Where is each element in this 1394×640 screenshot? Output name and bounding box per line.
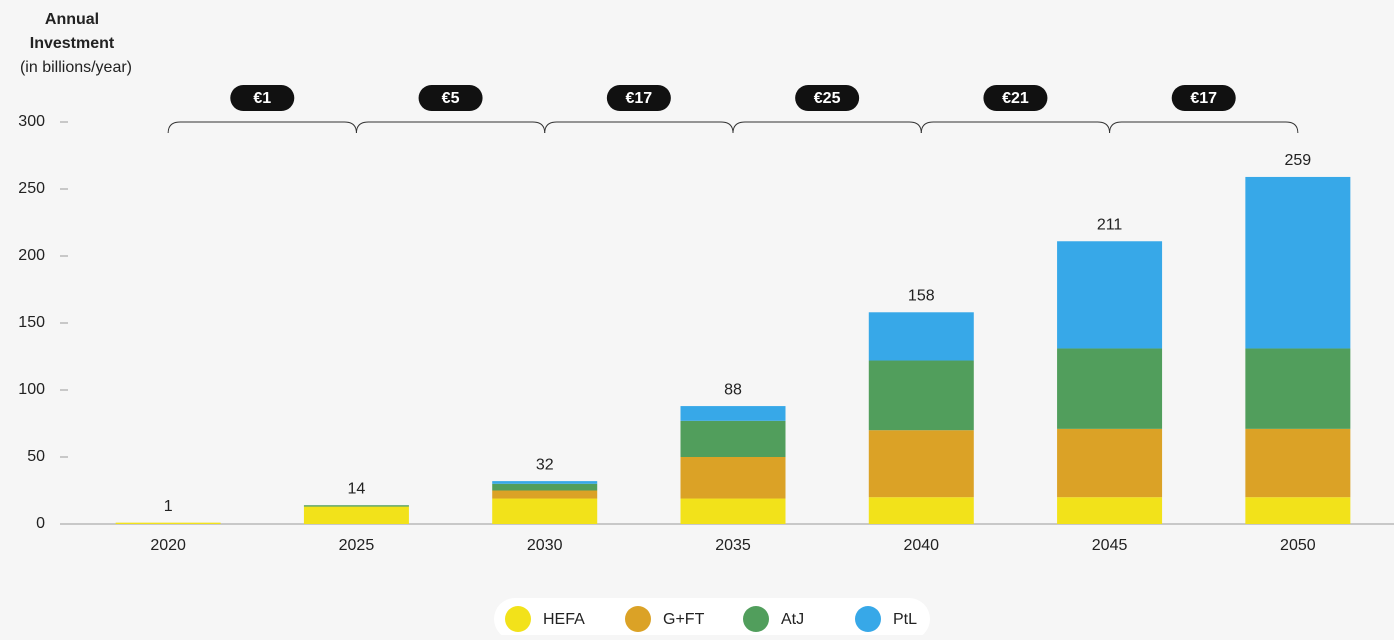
bar-segment [492,481,598,484]
period-pill [418,85,483,111]
brace [732,121,922,134]
legend-swatch [743,606,769,632]
legend-swatch [505,606,531,632]
brace [920,121,1111,134]
y-tick-label: 200 [18,247,45,264]
period-label: €25 [814,90,841,107]
legend-swatch [855,606,881,632]
period-pill [606,85,671,111]
x-tick-label: 2050 [1280,537,1316,554]
y-axis-title: Investment [30,35,115,52]
legend-label: HEFA [543,611,585,628]
total-label: 14 [348,480,366,497]
y-tick-label: 50 [27,448,45,465]
brace [355,121,546,134]
x-tick-label: 2045 [1092,537,1128,554]
total-label: 211 [1097,216,1123,233]
x-tick-label: 2040 [903,537,939,554]
x-tick-label: 2020 [150,537,186,554]
total-label: 259 [1285,152,1312,169]
legend-swatch [625,606,651,632]
bar-segment [680,420,786,457]
brace [1109,121,1299,134]
bar-segment [680,457,786,499]
legend-label: AtJ [781,611,804,628]
total-label: 88 [724,381,742,398]
y-tick-label: 250 [18,180,45,197]
period-label: €17 [626,90,653,107]
x-tick-label: 2035 [715,537,751,554]
period-pill [983,85,1048,111]
bar-segment [868,497,974,524]
bar-segment [115,522,221,524]
bar-segment [1057,428,1163,498]
y-tick-label: 150 [18,314,45,331]
bar-segment [680,406,786,421]
total-label: 1 [164,498,173,515]
bar-segment [492,483,598,491]
bar-segment [492,490,598,499]
bar-segment [1057,348,1163,429]
x-tick-label: 2030 [527,537,563,554]
y-tick-label: 300 [18,113,45,130]
legend-label: G+FT [663,611,705,628]
y-tick-label: 100 [18,381,45,398]
total-label: 32 [536,456,554,473]
bar-segment [303,506,409,524]
period-label: €17 [1190,90,1217,107]
bar-segment [680,498,786,524]
bar-segment [868,312,974,361]
bar-segment [1245,428,1351,498]
bar-segment [1245,497,1351,524]
period-pill [230,85,295,111]
period-pill [1171,85,1236,111]
period-label: €21 [1002,90,1029,107]
legend-box [494,598,930,640]
bar-segment [1057,241,1163,349]
y-tick-label: 0 [36,515,45,532]
bar-segment [1057,497,1163,524]
bar-segment [1245,176,1351,349]
bar-segment [868,360,974,431]
x-tick-label: 2025 [339,537,375,554]
period-label: €1 [253,90,271,107]
legend-label: PtL [893,611,917,628]
bar-segment [1245,348,1351,429]
y-axis-title: Annual [45,11,99,28]
y-axis-subtitle: (in billions/year) [20,59,132,76]
total-label: 158 [908,287,935,304]
period-pill [795,85,860,111]
bar-segment [868,430,974,498]
brace [544,121,734,134]
bar-segment [492,498,598,524]
period-label: €5 [442,90,460,107]
bar-segment [303,505,409,507]
brace [167,121,357,134]
